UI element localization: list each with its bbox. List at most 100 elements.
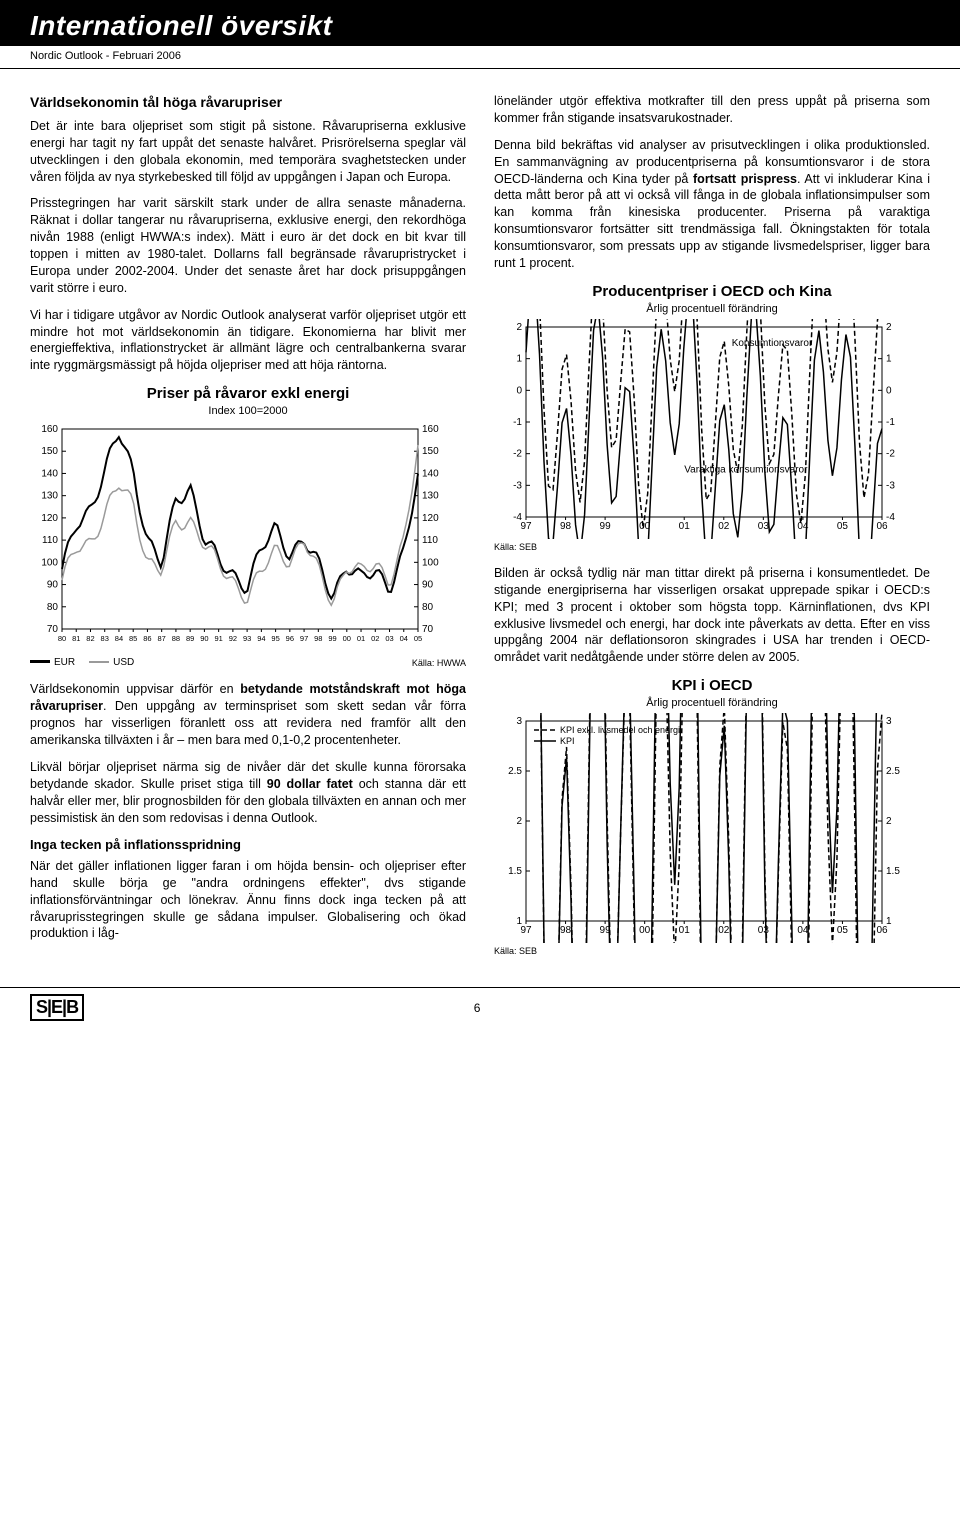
- chart3-sub: Årlig procentuell förändring: [494, 696, 930, 711]
- left-p3: Vi har i tidigare utgåvor av Nordic Outl…: [30, 307, 466, 375]
- svg-text:06: 06: [876, 521, 888, 532]
- svg-text:2: 2: [886, 816, 892, 827]
- svg-text:80: 80: [47, 602, 59, 613]
- svg-text:-2: -2: [513, 449, 522, 460]
- lead-heading: Världsekonomin tål höga råvarupriser: [30, 93, 466, 112]
- page-footer: S|E|B 6: [0, 987, 960, 1035]
- svg-text:03: 03: [758, 925, 770, 936]
- chart1-sub: Index 100=2000: [30, 404, 466, 419]
- svg-text:1: 1: [516, 354, 522, 365]
- svg-text:01: 01: [357, 634, 365, 643]
- svg-text:-2: -2: [886, 449, 895, 460]
- page-subtitle: Nordic Outlook - Februari 2006: [0, 46, 960, 69]
- legend-usd: USD: [89, 656, 134, 670]
- right-p3: Bilden är också tydlig när man tittar di…: [494, 565, 930, 666]
- svg-text:80: 80: [422, 602, 434, 613]
- svg-text:89: 89: [186, 634, 194, 643]
- svg-text:91: 91: [214, 634, 222, 643]
- svg-text:05: 05: [414, 634, 422, 643]
- left-p5: Likväl börjar oljepriset närma sig de ni…: [30, 759, 466, 827]
- svg-text:04: 04: [400, 634, 408, 643]
- svg-text:0: 0: [516, 385, 522, 396]
- content-columns: Världsekonomin tål höga råvarupriser Det…: [0, 69, 960, 979]
- svg-text:83: 83: [101, 634, 109, 643]
- svg-text:06: 06: [876, 925, 888, 936]
- svg-text:110: 110: [422, 535, 438, 546]
- svg-text:88: 88: [172, 634, 180, 643]
- svg-text:90: 90: [47, 580, 59, 591]
- chart2-svg: -4-4-3-3-2-2-1-1001122979899000102030405…: [494, 319, 914, 539]
- svg-text:05: 05: [837, 925, 849, 936]
- svg-text:2: 2: [886, 322, 892, 333]
- left-p6: När det gäller inflationen ligger faran …: [30, 858, 466, 942]
- svg-text:90: 90: [422, 580, 434, 591]
- page-title: Internationell översikt: [30, 10, 930, 42]
- svg-text:Varaktiga konsumtionsvaror: Varaktiga konsumtionsvaror: [684, 465, 808, 476]
- chart1-title: Priser på råvaror exkl energi: [30, 384, 466, 404]
- svg-text:140: 140: [422, 469, 439, 480]
- chart2-source: Källa: SEB: [494, 541, 930, 553]
- svg-text:Konsumtionsvaror: Konsumtionsvaror: [732, 338, 813, 349]
- page-number: 6: [474, 1001, 481, 1015]
- svg-text:-1: -1: [513, 417, 522, 428]
- left-p2: Prisstegringen har varit särskilt stark …: [30, 195, 466, 296]
- right-column: löneländer utgör effektiva motkrafter ti…: [494, 93, 930, 969]
- svg-text:3: 3: [516, 716, 522, 727]
- svg-text:70: 70: [47, 624, 59, 635]
- svg-text:93: 93: [243, 634, 251, 643]
- svg-text:-1: -1: [886, 417, 895, 428]
- svg-text:05: 05: [837, 521, 849, 532]
- chart2-title: Producentpriser i OECD och Kina: [494, 282, 930, 302]
- svg-text:00: 00: [343, 634, 351, 643]
- chart1-legend: EUR USD Källa: HWWA: [30, 655, 466, 669]
- svg-text:0: 0: [886, 385, 892, 396]
- svg-text:87: 87: [158, 634, 166, 643]
- svg-text:02: 02: [718, 925, 730, 936]
- svg-text:99: 99: [600, 521, 612, 532]
- inflation-heading: Inga tecken på inflationsspridning: [30, 836, 466, 854]
- svg-text:97: 97: [520, 925, 532, 936]
- svg-text:82: 82: [86, 634, 94, 643]
- svg-text:97: 97: [300, 634, 308, 643]
- svg-text:KPI exkl. livsmedel och energi: KPI exkl. livsmedel och energi: [560, 725, 680, 735]
- left-p1: Det är inte bara oljepriset som stigit p…: [30, 118, 466, 186]
- svg-text:2: 2: [516, 816, 522, 827]
- svg-text:2.5: 2.5: [886, 766, 900, 777]
- svg-text:120: 120: [422, 513, 439, 524]
- svg-text:04: 04: [797, 925, 809, 936]
- svg-text:160: 160: [41, 424, 58, 435]
- page: Internationell översikt Nordic Outlook -…: [0, 0, 960, 1035]
- svg-text:-3: -3: [886, 480, 895, 491]
- chart-kpi-oecd: KPI i OECD Årlig procentuell förändring …: [494, 676, 930, 957]
- svg-text:03: 03: [385, 634, 393, 643]
- svg-text:130: 130: [41, 491, 58, 502]
- legend-eur: EUR: [30, 656, 75, 670]
- chart1-svg: 7070808090901001001101101201201301301401…: [30, 421, 450, 651]
- svg-text:100: 100: [422, 558, 439, 569]
- svg-text:98: 98: [560, 521, 572, 532]
- svg-text:90: 90: [200, 634, 208, 643]
- svg-text:2.5: 2.5: [508, 766, 522, 777]
- right-p1: löneländer utgör effektiva motkrafter ti…: [494, 93, 930, 127]
- svg-text:70: 70: [422, 624, 434, 635]
- svg-text:00: 00: [639, 925, 651, 936]
- svg-text:KPI: KPI: [560, 736, 575, 746]
- svg-text:92: 92: [229, 634, 237, 643]
- svg-text:80: 80: [58, 634, 66, 643]
- svg-text:150: 150: [422, 446, 439, 457]
- svg-text:85: 85: [129, 634, 137, 643]
- seb-logo: S|E|B: [30, 994, 84, 1021]
- svg-text:03: 03: [758, 521, 770, 532]
- left-column: Världsekonomin tål höga råvarupriser Det…: [30, 93, 466, 969]
- svg-text:02: 02: [371, 634, 379, 643]
- svg-text:86: 86: [143, 634, 151, 643]
- chart3-title: KPI i OECD: [494, 676, 930, 696]
- svg-text:99: 99: [328, 634, 336, 643]
- svg-text:120: 120: [41, 513, 58, 524]
- header-bar: Internationell översikt: [0, 0, 960, 46]
- svg-text:96: 96: [286, 634, 294, 643]
- chart2-sub: Årlig procentuell förändring: [494, 302, 930, 317]
- svg-text:140: 140: [41, 469, 58, 480]
- svg-text:98: 98: [560, 925, 572, 936]
- svg-text:3: 3: [886, 716, 892, 727]
